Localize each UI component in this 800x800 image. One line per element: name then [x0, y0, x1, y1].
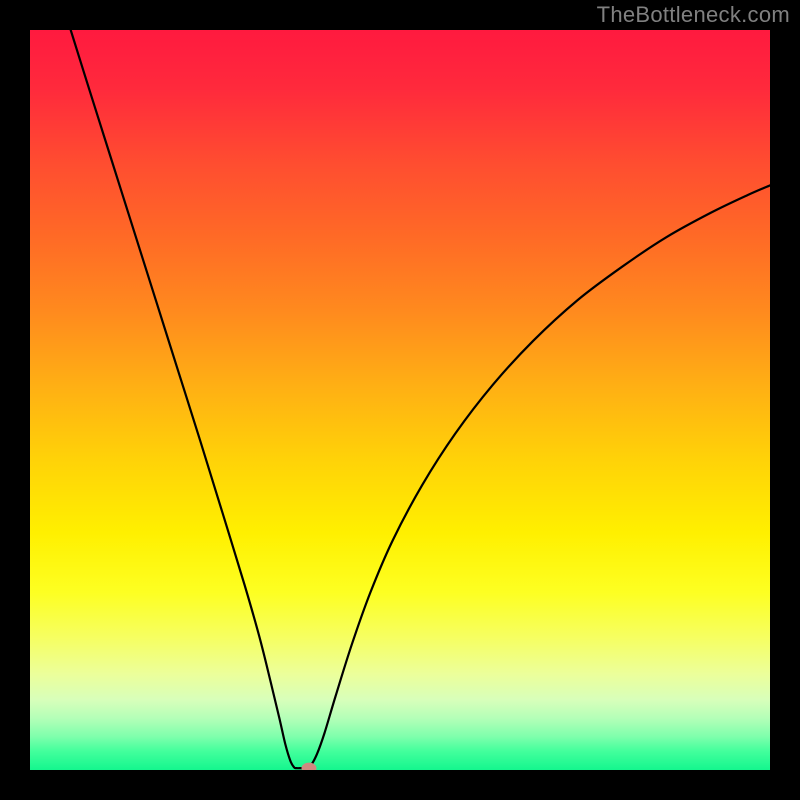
watermark-text: TheBottleneck.com: [597, 2, 790, 28]
bottleneck-chart: [0, 0, 800, 800]
chart-container: TheBottleneck.com: [0, 0, 800, 800]
chart-background-gradient: [30, 30, 770, 770]
